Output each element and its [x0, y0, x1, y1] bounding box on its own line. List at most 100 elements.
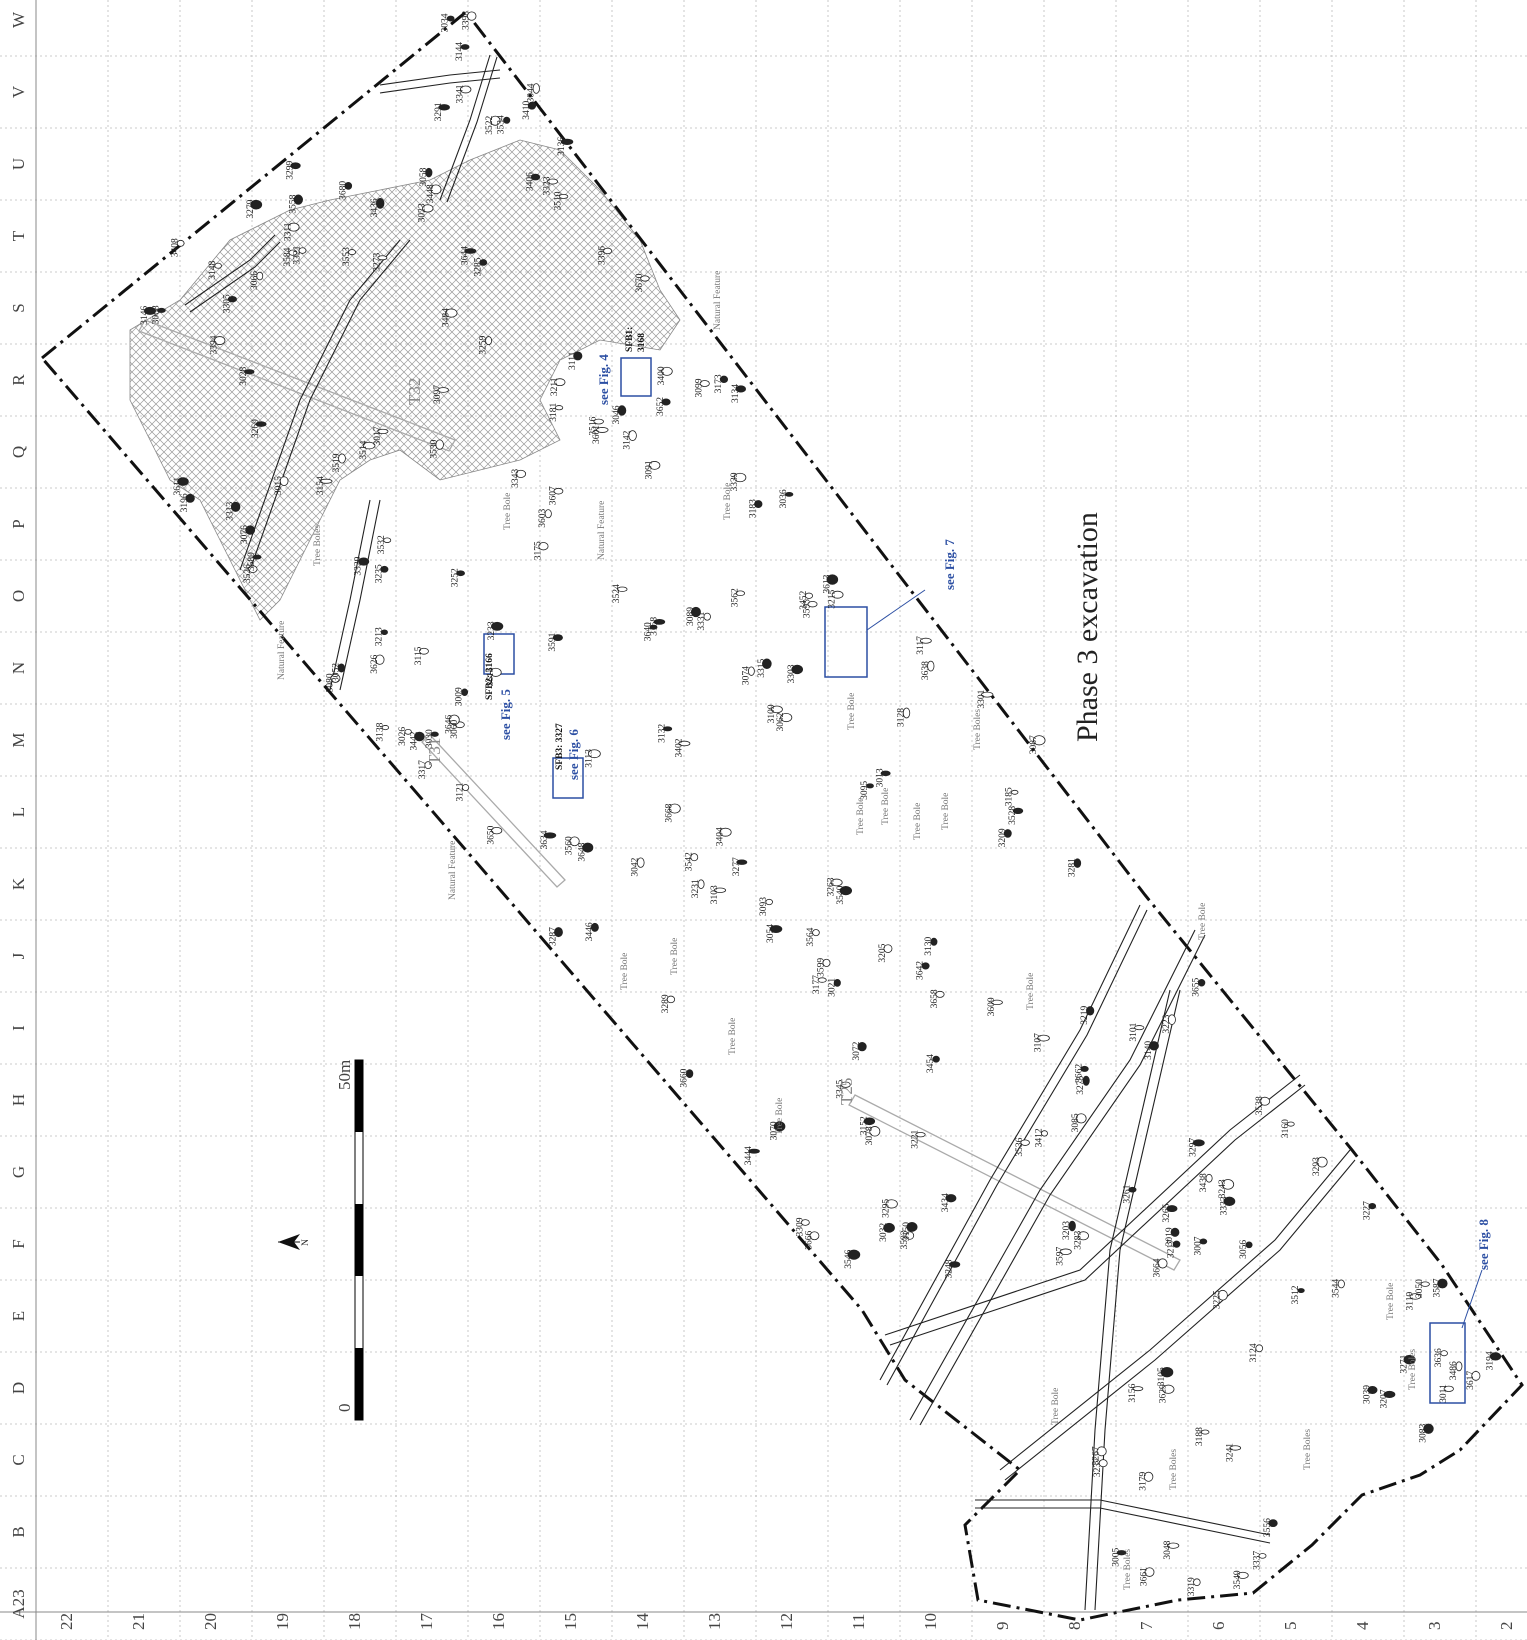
scale-end-label: 50m	[335, 1060, 354, 1090]
fig7-ref[interactable]: see Fig. 7	[942, 539, 957, 590]
fig8-ref[interactable]: see Fig. 8	[1476, 1219, 1491, 1270]
grid-row-label: 13	[705, 1613, 724, 1630]
feature-marker	[748, 1148, 760, 1154]
feature-marker	[866, 783, 874, 789]
feature-marker	[616, 586, 628, 592]
grid-column-label: U	[9, 158, 28, 170]
feature-marker	[377, 428, 389, 435]
feature-number-label: 3595	[803, 599, 813, 618]
feature-number-label: 3105	[1157, 1367, 1167, 1386]
feature-number-label: 3039	[1362, 1385, 1372, 1404]
feature-number-label: 3188	[1195, 1427, 1205, 1446]
feature-number-label: 3341	[456, 84, 466, 103]
feature-number-label: 3196	[180, 493, 190, 512]
feature-marker	[437, 387, 449, 393]
tree-bole-label: Tree Bole	[881, 788, 891, 825]
tree-bole-label: Tree Bole	[723, 483, 733, 520]
feature-marker	[1059, 1248, 1072, 1255]
feature-number-label: 3213	[374, 627, 384, 646]
feature-number-label: 3060	[450, 720, 460, 739]
feature-marker	[337, 663, 346, 673]
feature-number-label: 3297	[1189, 1138, 1199, 1157]
tree-boles-label: Tree Boles	[1123, 1549, 1133, 1590]
feature-marker	[1011, 789, 1019, 795]
fig5-ref[interactable]: see Fig. 5	[498, 689, 513, 740]
feature-marker	[1041, 1130, 1048, 1137]
feature-marker	[919, 637, 932, 644]
feature-marker	[348, 249, 356, 256]
fig6-ref[interactable]: see Fig. 6	[566, 729, 581, 780]
feature-number-label: 3080	[325, 673, 335, 692]
feature-marker	[414, 731, 425, 742]
feature-number-label: 3540	[836, 885, 846, 904]
feature-marker	[358, 557, 370, 566]
grid-column-label: R	[9, 374, 28, 386]
feature-number-label: 3311	[284, 222, 294, 241]
grid-row-label: 9	[993, 1622, 1012, 1631]
tree-boles-label: Tree Boles	[313, 525, 323, 566]
tree-bole-label: Tree Bole	[728, 1018, 738, 1055]
feature-number-label: 3626	[370, 654, 380, 673]
feature-marker	[1489, 1352, 1502, 1361]
feature-number-label: 3148	[208, 260, 218, 279]
feature-number-label: 3299	[286, 160, 296, 179]
feature-number-label: 3107	[1034, 1033, 1044, 1052]
feature-marker	[515, 469, 527, 478]
feature-marker	[554, 405, 564, 411]
feature-marker	[244, 369, 255, 375]
feature-number-label: 3207	[1379, 1389, 1389, 1408]
grid-row-label: 7	[1137, 1621, 1156, 1630]
grid-column-label: G	[9, 1166, 28, 1178]
feature-number-label: 3309	[795, 1217, 805, 1236]
feature-marker	[736, 859, 748, 865]
feature-number-label: 3406	[526, 172, 536, 191]
fig4-ref[interactable]: see Fig. 4	[596, 354, 611, 405]
grid-column-label: M	[9, 732, 28, 747]
trench-label-t25: T25	[837, 1078, 856, 1105]
feature-number-label: 3538	[1255, 1096, 1265, 1115]
feature-number-label: 3252	[451, 568, 461, 587]
feature-number-label: 3140	[1144, 1041, 1154, 1060]
feature-marker	[719, 375, 729, 384]
feature-marker	[905, 1231, 915, 1240]
feature-number-label: 3223	[1162, 1014, 1172, 1033]
fig7-leader	[866, 589, 926, 631]
feature-marker	[885, 1199, 898, 1209]
feature-marker	[298, 247, 307, 254]
feature-number-label: 3173	[714, 374, 724, 393]
feature-marker	[1082, 1075, 1090, 1086]
grid-row-label: 12	[777, 1613, 796, 1630]
natural-feature-label: Natural Feature	[597, 501, 607, 560]
feature-marker	[1367, 1386, 1378, 1394]
feature-number-label: 3089	[686, 607, 696, 626]
feature-marker	[1167, 1542, 1180, 1549]
feature-number-label: 3549	[1233, 1570, 1243, 1589]
feature-number-label: 3099	[695, 378, 705, 397]
feature-marker	[461, 688, 469, 696]
feature-marker	[252, 554, 262, 560]
feature-marker	[380, 565, 389, 573]
feature-marker	[661, 366, 673, 376]
feature-marker	[479, 259, 488, 266]
feature-number-label: 3263	[827, 877, 837, 896]
feature-marker	[485, 336, 493, 346]
feature-marker	[319, 478, 333, 484]
feature-marker	[807, 600, 818, 608]
feature-number-label: 3066	[250, 271, 260, 290]
feature-marker	[847, 1249, 861, 1260]
feature-number-label: 3510	[554, 191, 564, 210]
feature-number-label: 3291	[434, 102, 444, 121]
feature-marker	[1199, 1238, 1208, 1245]
feature-number-label: 3062	[776, 712, 786, 731]
feature-marker	[1068, 1220, 1076, 1232]
linear-features	[184, 54, 1356, 1611]
feature-marker	[558, 194, 569, 199]
feature-number-label: 3664	[1153, 1258, 1163, 1277]
feature-marker	[430, 184, 442, 195]
feature-marker	[527, 101, 537, 110]
feature-number-label: 3235	[374, 564, 384, 583]
feature-number-label: 3587	[1432, 1278, 1442, 1297]
feature-marker	[765, 898, 773, 906]
feature-number-label: 3183	[748, 499, 758, 518]
